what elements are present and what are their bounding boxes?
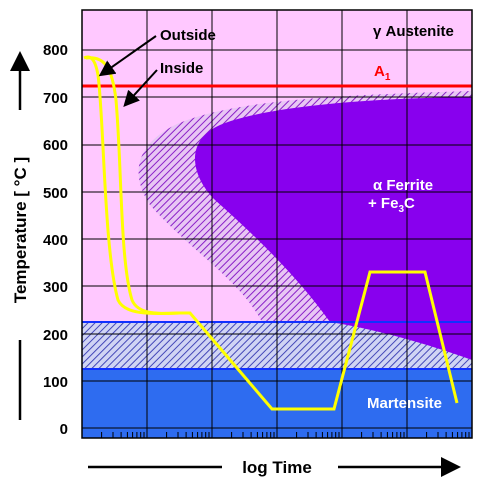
y-tick-label: 500	[43, 185, 68, 202]
inside-arrow	[123, 69, 158, 107]
log-ticks	[101, 432, 470, 438]
y-tick-label: 800	[43, 42, 68, 59]
a1-label: A1	[374, 63, 391, 83]
y-tick-labels: 800 700 600 500 400 300 200 100 0	[43, 42, 68, 438]
outside-label: Outside	[160, 27, 216, 44]
y-tick-label: 400	[43, 232, 68, 249]
a1-label-main: A	[374, 63, 385, 80]
y-tick-label: 100	[43, 374, 68, 391]
austenite-label: γ Austenite	[373, 23, 454, 40]
ferrite-fe: + Fe	[368, 195, 398, 212]
y-tick-label: 300	[43, 279, 68, 296]
ferrite-sub: 3	[398, 204, 404, 215]
martensite-label: Martensite	[367, 395, 442, 412]
plot-frame	[81, 9, 473, 439]
ferrite-label-line1: α Ferrite	[373, 177, 433, 194]
inside-label: Inside	[160, 60, 203, 77]
y-tick-label: 200	[43, 327, 68, 344]
ferrite-c: C	[404, 195, 415, 212]
y-axis-label: Temperature [ °C ]	[11, 157, 30, 303]
ferrite-cementite-region	[195, 97, 472, 322]
y-tick-label: 600	[43, 137, 68, 154]
outside-cooling-curve	[83, 55, 181, 315]
x-axis-label: log Time	[242, 458, 312, 477]
a1-label-sub: 1	[385, 72, 391, 83]
y-tick-label: 0	[60, 421, 68, 438]
y-tick-label: 700	[43, 90, 68, 107]
ferrite-label-line2: + Fe3C	[368, 195, 415, 215]
ferrite-lower-tail	[330, 322, 472, 360]
outside-arrow	[98, 35, 157, 77]
